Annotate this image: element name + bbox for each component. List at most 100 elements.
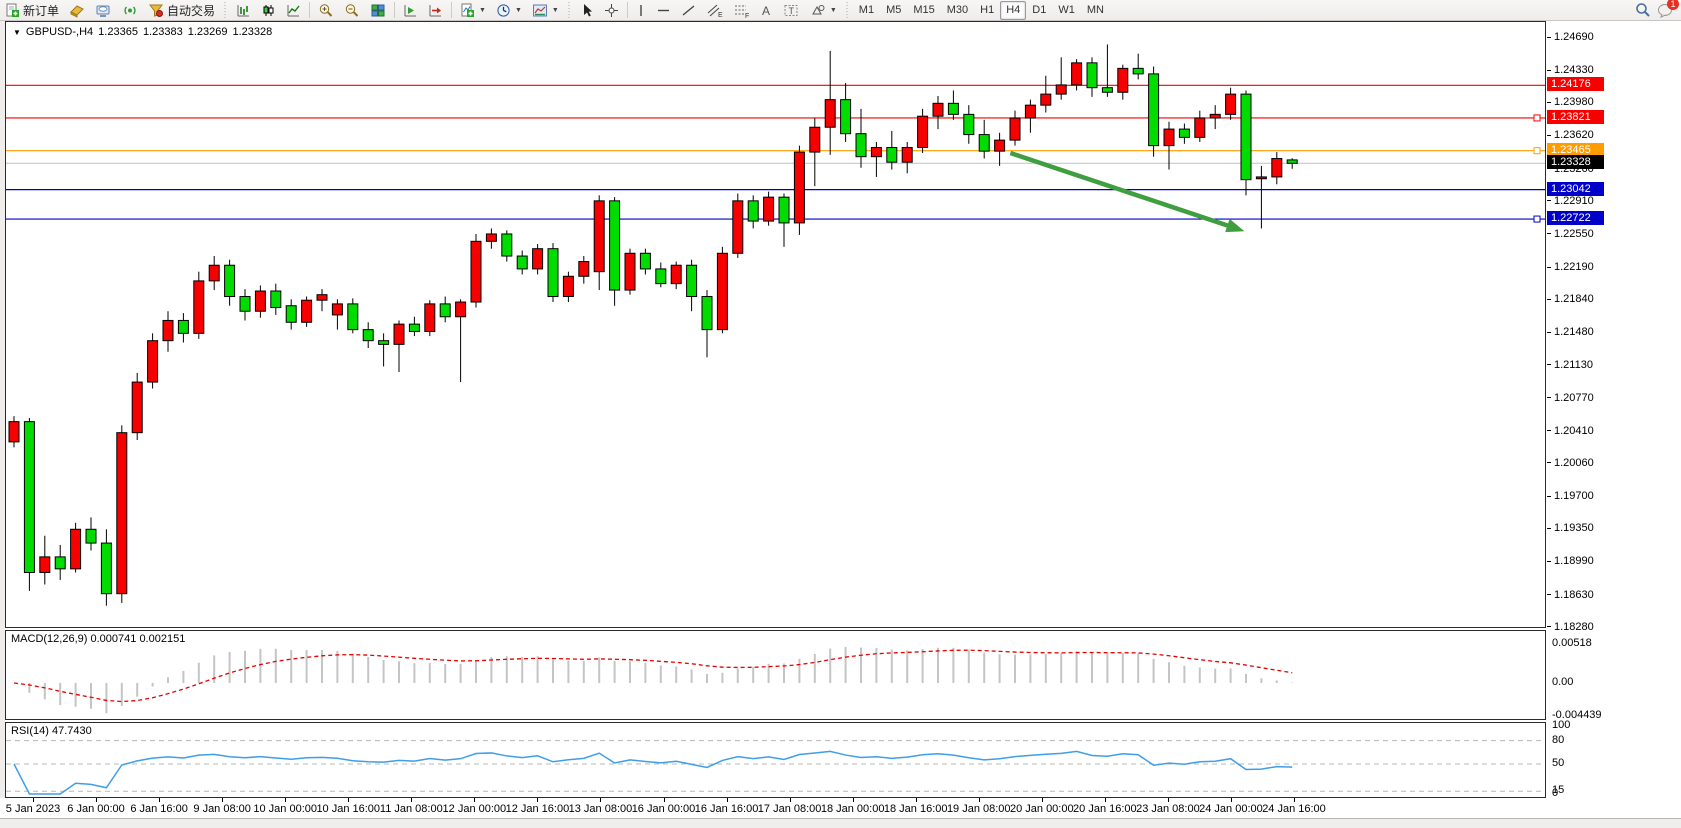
toolbar-grip[interactable]: [222, 2, 230, 18]
zoom-in-icon: [318, 3, 334, 18]
one-click-trading-toggle-icon[interactable]: ▼: [13, 27, 21, 37]
zoom-out-button[interactable]: [339, 1, 365, 20]
price-tick-label: 1.21130: [1554, 358, 1593, 371]
vertical-line-tool-button[interactable]: [631, 1, 651, 20]
crosshair-icon: [604, 3, 619, 18]
price-tick-mark: [1547, 266, 1551, 268]
price-tick-mark: [1547, 298, 1551, 300]
price-tick-mark: [1547, 200, 1551, 202]
text-tool-button[interactable]: A: [755, 1, 778, 20]
auto-scroll-button[interactable]: [398, 1, 423, 20]
autotrading-button[interactable]: 自动交易: [143, 1, 220, 20]
toolbar-grip[interactable]: [843, 2, 851, 18]
timeframe-button-h4[interactable]: H4: [1000, 0, 1027, 20]
candlestick-chart-button[interactable]: [256, 1, 281, 20]
cursor-tool-button[interactable]: [575, 1, 599, 20]
timeframe-button-m1[interactable]: M1: [858, 4, 875, 16]
signals-icon: [122, 3, 138, 18]
macd-axis-label: 0.00518: [1552, 637, 1592, 650]
price-chart-panel[interactable]: ▼ GBPUSD-,H4 1.23365 1.23383 1.23269 1.2…: [5, 21, 1546, 628]
price-tick-mark: [1547, 364, 1551, 366]
macd-indicator-panel[interactable]: MACD(12,26,9) 0.000741 0.002151: [5, 630, 1546, 720]
time-axis[interactable]: [0, 798, 1681, 818]
cursor-icon: [580, 3, 594, 18]
chart-shift-icon: [428, 3, 443, 18]
channel-icon: E: [706, 3, 723, 18]
arrows-tool-button[interactable]: ▼: [805, 1, 842, 20]
tile-windows-button[interactable]: [365, 1, 391, 20]
rsi-axis-label: 50: [1552, 757, 1565, 769]
rsi-indicator-panel[interactable]: RSI(14) 47.7430: [5, 722, 1546, 798]
high-value: 1.23383: [142, 26, 183, 38]
price-tick-mark: [1547, 626, 1551, 628]
chart-shift-button[interactable]: [423, 1, 448, 20]
price-tick-label: 1.18990: [1554, 555, 1594, 568]
equidistant-channel-tool-button[interactable]: E: [701, 1, 728, 20]
svg-text:F: F: [745, 13, 749, 18]
tile-windows-icon: [370, 3, 386, 18]
price-tick-mark: [1547, 397, 1551, 399]
timeframe-group: M1 M5 M15 M30 H1 H4 D1 W1 MN: [853, 0, 1110, 20]
window-left-edge: [0, 21, 5, 818]
horizontal-line-tool-button[interactable]: [651, 1, 676, 20]
vps-cloud-icon: [95, 3, 112, 18]
close-value: 1.23328: [232, 26, 273, 38]
metaeditor-button[interactable]: [64, 1, 90, 20]
templates-button[interactable]: ▼: [527, 1, 564, 20]
chevron-down-icon: ▼: [829, 6, 837, 14]
timeframe-button-m5[interactable]: M5: [886, 4, 902, 16]
rsi-axis-label: 100: [1552, 719, 1571, 731]
zoom-in-button[interactable]: [313, 1, 339, 20]
price-tick-mark: [1547, 134, 1551, 136]
autotrading-label: 自动交易: [167, 3, 216, 18]
price-tick-label: 1.20410: [1554, 424, 1594, 437]
price-tick-mark: [1547, 69, 1551, 71]
vertical-line-icon: [636, 3, 646, 18]
bar-chart-button[interactable]: [231, 1, 256, 20]
timeframe-button-w1[interactable]: W1: [1058, 4, 1075, 16]
indicators-button[interactable]: ▼: [455, 1, 491, 20]
timeframe-button-m15[interactable]: M15: [913, 4, 935, 16]
zoom-out-icon: [344, 3, 360, 18]
price-tick-mark: [1547, 495, 1551, 497]
main-toolbar: 新订单 自动交易: [0, 0, 1681, 21]
macd-axis-label: -0.004439: [1552, 709, 1602, 722]
horizontal-line-icon: [656, 3, 671, 18]
fibonacci-tool-button[interactable]: F: [728, 1, 755, 20]
vps-button[interactable]: [90, 1, 117, 20]
timeframe-button-d1[interactable]: D1: [1032, 4, 1047, 16]
price-tick-label: 1.24690: [1554, 31, 1594, 43]
timeframe-button-mn[interactable]: MN: [1086, 4, 1104, 16]
metaeditor-icon: [69, 3, 85, 18]
status-bar: [0, 818, 1681, 828]
new-order-button[interactable]: 新订单: [0, 1, 64, 20]
template-icon: [532, 3, 548, 18]
price-badge: 1.23465: [1547, 142, 1604, 157]
price-tick-label: 1.21840: [1554, 293, 1594, 306]
crosshair-tool-button[interactable]: [599, 1, 624, 20]
search-icon[interactable]: [1635, 2, 1651, 18]
price-tick-mark: [1547, 594, 1551, 596]
svg-text:A: A: [762, 4, 770, 18]
trendline-tool-button[interactable]: [676, 1, 701, 20]
toolbar-grip[interactable]: [565, 2, 573, 18]
price-tick-label: 1.20060: [1554, 456, 1594, 469]
price-tick-label: 1.19350: [1554, 522, 1594, 535]
rsi-value: 47.7430: [51, 725, 92, 737]
svg-text:E: E: [718, 12, 723, 18]
price-badge: 1.23042: [1547, 181, 1604, 196]
macd-signal-value: 0.002151: [139, 633, 186, 645]
trendline-icon: [681, 3, 696, 18]
line-chart-button[interactable]: [281, 1, 306, 20]
price-chart-canvas[interactable]: [6, 22, 1545, 627]
timeframe-button-h1[interactable]: H1: [980, 4, 995, 16]
text-label-tool-button[interactable]: T: [778, 1, 805, 20]
signals-button[interactable]: [117, 1, 143, 20]
notifications-button[interactable]: 1: [1657, 0, 1679, 18]
price-tick-mark: [1547, 36, 1551, 38]
price-tick-label: 1.22550: [1554, 227, 1594, 240]
periods-button[interactable]: ▼: [491, 1, 527, 20]
auto-scroll-icon: [403, 3, 418, 18]
timeframe-button-m30[interactable]: M30: [946, 4, 969, 16]
low-value: 1.23269: [187, 26, 228, 38]
